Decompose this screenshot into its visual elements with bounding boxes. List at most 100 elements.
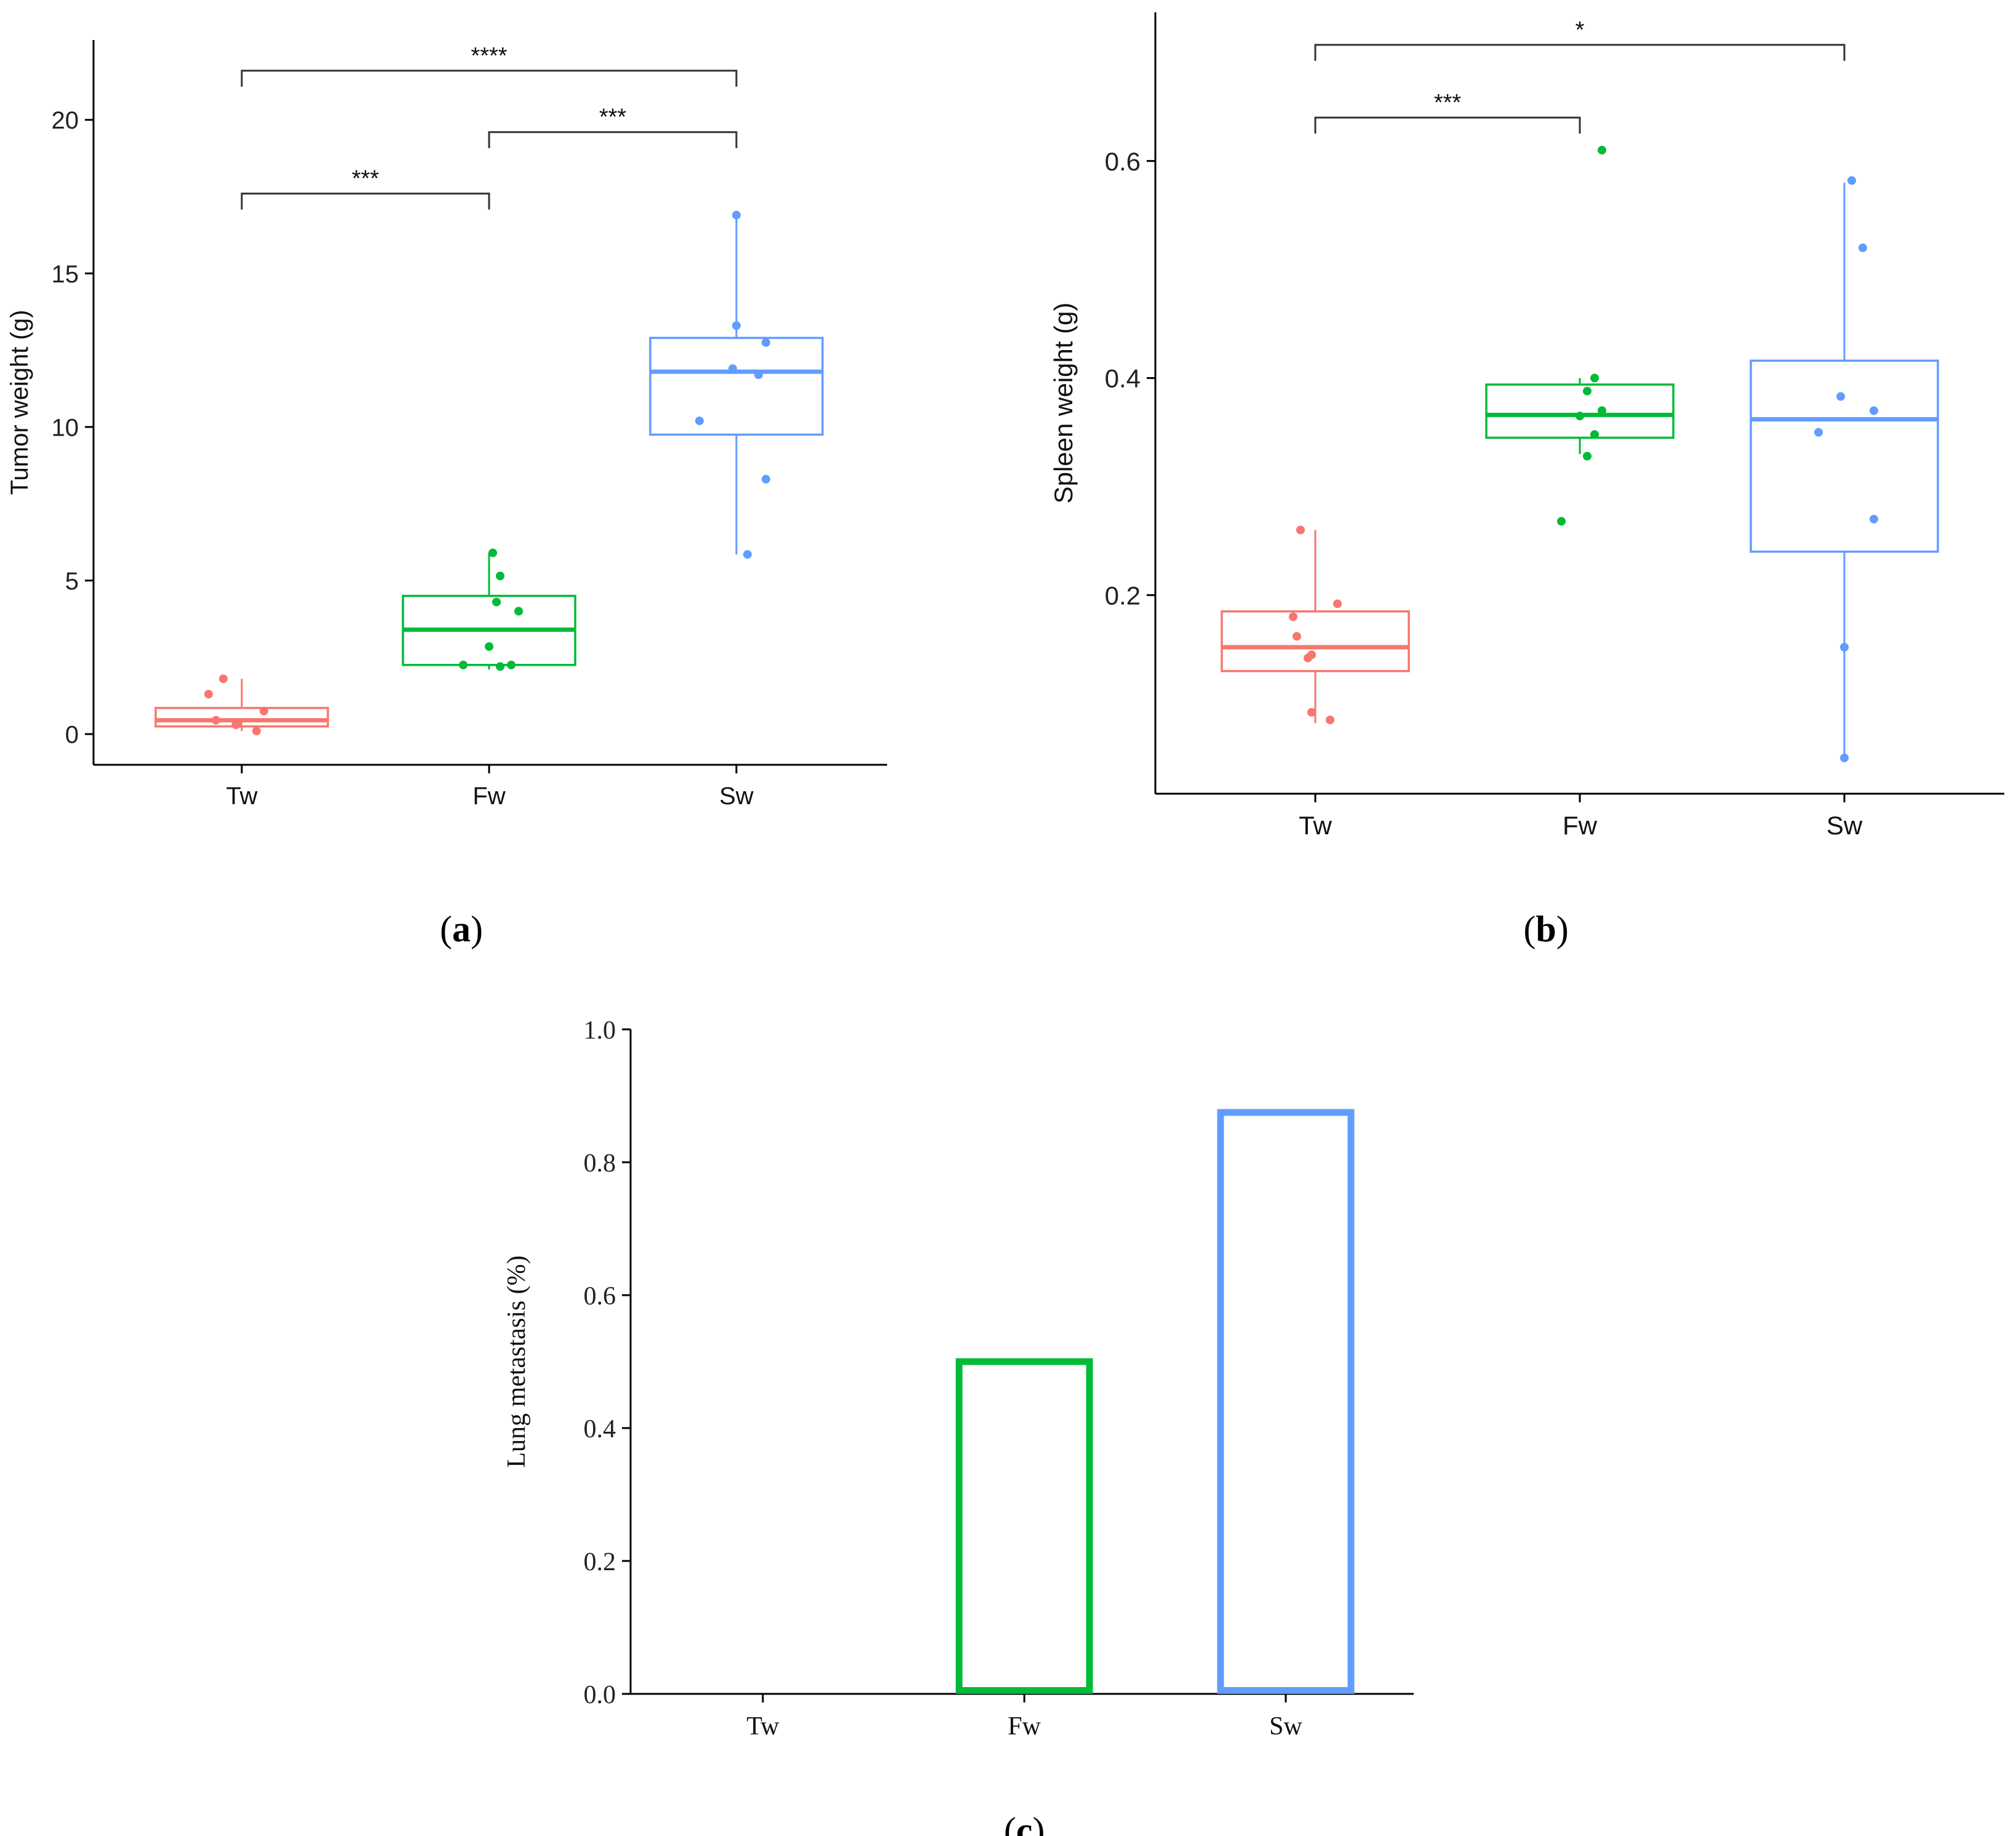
data-point <box>1840 642 1849 652</box>
data-point <box>1304 653 1312 663</box>
significance-label: *** <box>1434 90 1462 116</box>
x-tick-label: Fw <box>1008 1712 1041 1741</box>
data-point <box>260 706 268 716</box>
data-point <box>1870 406 1878 415</box>
x-tick-label: Sw <box>1269 1712 1302 1741</box>
data-point <box>732 210 741 220</box>
significance-bracket: * <box>1314 17 1846 61</box>
y-tick-label: 1.0 <box>584 1016 616 1045</box>
box-iqr <box>649 337 824 436</box>
bar-Fw <box>955 1358 1093 1694</box>
significance-bracket: *** <box>488 105 738 148</box>
data-point <box>1333 599 1342 609</box>
data-point <box>492 597 501 607</box>
data-point <box>1840 753 1849 762</box>
box-Tw <box>154 674 329 736</box>
x-tick-label: Tw <box>1299 811 1332 840</box>
data-point <box>1814 428 1823 437</box>
data-point <box>1847 176 1856 185</box>
x-tick-label: Tw <box>226 783 257 810</box>
data-point <box>204 690 213 699</box>
data-point <box>231 720 241 730</box>
data-point <box>1293 632 1301 641</box>
data-point <box>507 660 516 669</box>
data-point <box>488 548 497 557</box>
data-point <box>496 662 504 671</box>
box-iqr <box>1485 383 1675 439</box>
y-axis-label: Spleen weight (g) <box>1049 303 1078 504</box>
data-point <box>1836 392 1845 401</box>
panel-label: (a) <box>440 909 483 949</box>
y-tick-label: 0.2 <box>1105 581 1141 610</box>
bracket-line <box>241 70 738 87</box>
data-point <box>754 370 763 380</box>
data-point <box>252 727 261 736</box>
data-point <box>459 660 468 669</box>
data-point <box>1296 525 1305 535</box>
y-tick-label: 0.6 <box>1105 147 1141 176</box>
y-tick-label: 0 <box>65 721 79 748</box>
data-point <box>762 474 770 484</box>
panel-label: (c) <box>1004 1810 1045 1836</box>
data-point <box>1583 452 1592 461</box>
bracket-line <box>488 131 738 148</box>
bracket-line <box>1314 116 1581 134</box>
significance-label: * <box>1576 17 1585 43</box>
data-point <box>762 338 770 347</box>
x-tick-label: Fw <box>472 783 505 810</box>
x-tick-label: Sw <box>719 783 754 810</box>
y-tick-label: 0.0 <box>584 1681 616 1709</box>
y-tick-label: 0.4 <box>1105 364 1141 393</box>
data-point <box>496 572 504 581</box>
data-point <box>743 550 752 559</box>
significance-bracket: *** <box>1314 90 1581 134</box>
y-tick-label: 0.2 <box>584 1548 616 1576</box>
significance-label: *** <box>352 166 380 192</box>
box-iqr <box>1750 359 1939 553</box>
box-Fw <box>402 548 576 671</box>
data-point <box>514 607 523 616</box>
y-tick-label: 5 <box>65 568 79 595</box>
box-iqr <box>1221 610 1410 673</box>
significance-bracket: **** <box>241 43 738 87</box>
data-point <box>485 642 493 651</box>
panel-c: 0.0 0.2 0.4 0.6 0.8 1.0 Tw Fw Sw Lung metastasis … <box>503 1016 1414 1836</box>
data-point <box>1289 612 1297 621</box>
data-point <box>695 416 704 425</box>
significance-bracket: *** <box>241 166 490 210</box>
box-Fw <box>1485 146 1675 526</box>
y-tick-label: 0.6 <box>584 1282 616 1311</box>
data-point <box>728 364 737 373</box>
box-iqr <box>154 706 329 728</box>
data-point <box>1590 373 1599 383</box>
box-Sw <box>1750 176 1939 762</box>
data-point <box>1598 146 1606 155</box>
significance-label: *** <box>599 105 627 130</box>
data-point <box>1590 430 1599 439</box>
y-tick-label: 20 <box>52 107 79 134</box>
bracket-line <box>1314 44 1846 61</box>
data-point <box>1576 412 1584 421</box>
data-point <box>1583 386 1592 396</box>
y-tick-label: 10 <box>52 414 79 441</box>
y-axis-label: Tumor weight (g) <box>6 310 33 495</box>
data-point <box>212 716 220 725</box>
data-point <box>1859 243 1867 252</box>
data-point <box>1598 406 1606 415</box>
data-point <box>1326 716 1334 725</box>
x-tick-label: Tw <box>746 1712 779 1741</box>
bar-Sw <box>1217 1109 1355 1694</box>
x-tick-label: Sw <box>1827 811 1863 840</box>
box-Tw <box>1221 525 1410 725</box>
x-tick-label: Fw <box>1563 811 1598 840</box>
data-point <box>1307 708 1316 717</box>
y-tick-label: 0.4 <box>584 1415 616 1443</box>
panel-label: (b) <box>1523 909 1568 949</box>
bracket-line <box>241 193 490 210</box>
data-point <box>1557 517 1566 526</box>
y-tick-label: 0.8 <box>584 1149 616 1178</box>
significance-label: **** <box>471 43 507 69</box>
